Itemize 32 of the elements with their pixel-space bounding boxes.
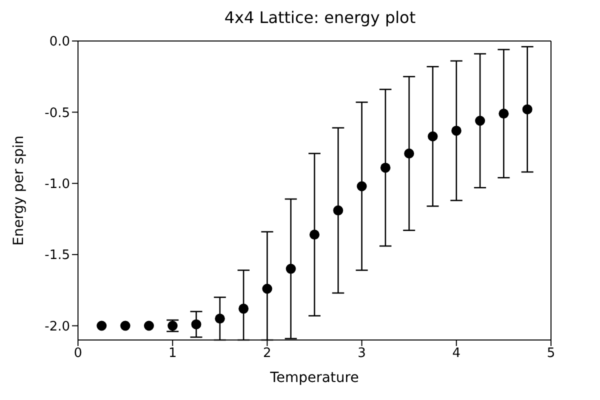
point [191,319,202,330]
point [356,181,367,192]
x-tick-label: 5 [546,346,556,362]
x-tick-label: 3 [358,346,366,362]
point [262,284,272,294]
y-tick-label: -1.5 [44,248,70,264]
point [380,162,390,173]
point [96,320,107,331]
x-tick-label: 0 [74,346,82,362]
y-axis-title: Energy per spin [10,135,27,246]
point [498,108,509,119]
point [310,230,320,240]
y-tick-label: -2.0 [44,319,70,334]
point [214,314,225,324]
chart-title: 4x4 Lattice: energy plot [223,8,417,29]
point [404,148,414,158]
x-tick-label: 1 [168,346,177,362]
point [333,205,344,216]
point [451,126,462,136]
point [428,131,438,142]
x-tick-label: 4 [452,346,461,362]
x-tick-label: 2 [263,346,272,362]
point [475,116,486,126]
x-axis-title: Temperature [269,370,359,386]
point [120,320,130,331]
point [286,264,296,274]
point [522,104,532,114]
point [238,304,249,314]
y-tick-label: 0.0 [49,34,70,50]
y-tick-label: -0.5 [44,106,70,121]
point [144,320,154,331]
y-tick-label: -1.0 [44,176,70,192]
